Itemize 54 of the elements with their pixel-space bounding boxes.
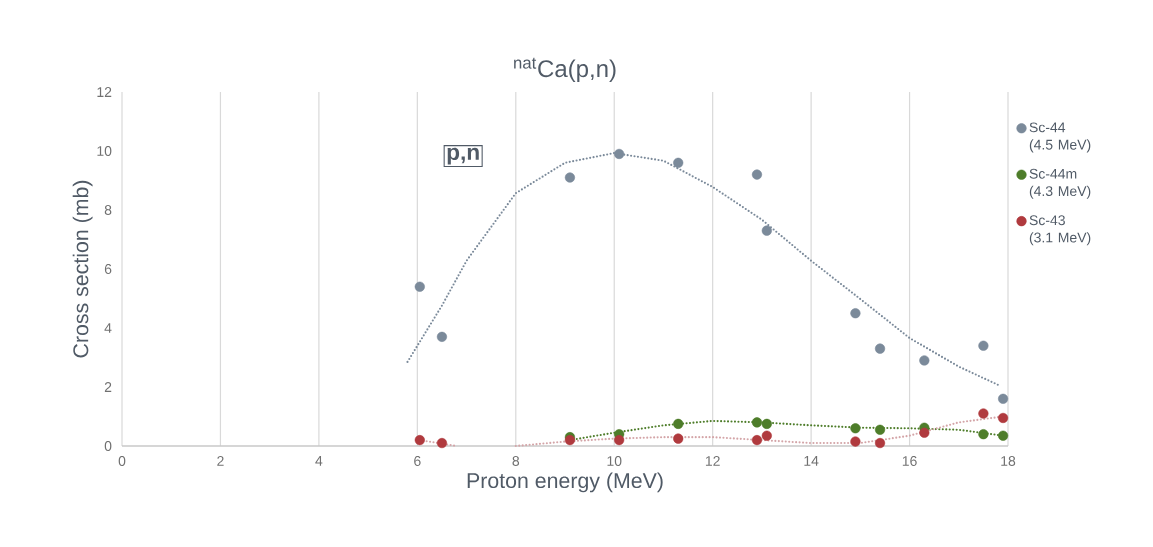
point — [919, 355, 930, 366]
y-tick-label: 4 — [104, 323, 112, 333]
y-axis-title: Cross section (mb) — [72, 180, 93, 358]
point — [978, 340, 989, 351]
point — [436, 331, 448, 342]
x-tick-label: 8 — [512, 456, 520, 466]
y-tick-label: 10 — [97, 146, 112, 156]
point — [874, 343, 886, 354]
point — [874, 437, 886, 449]
legend-label: Sc-44m (4.3 MeV) — [1029, 168, 1091, 199]
x-tick-label: 10 — [607, 456, 622, 466]
x-axis-title: Proton energy (MeV) — [467, 472, 663, 493]
point — [850, 423, 861, 434]
y-tick-label: 0 — [104, 441, 112, 451]
point — [761, 430, 772, 441]
point — [751, 435, 763, 446]
point — [978, 408, 989, 419]
point — [761, 225, 772, 236]
point — [673, 418, 684, 429]
x-tick-label: 4 — [315, 456, 323, 466]
x-tick-label: 0 — [118, 456, 126, 466]
point — [919, 427, 930, 438]
y-tick-label: 12 — [97, 87, 112, 97]
point — [673, 433, 684, 444]
point — [978, 429, 989, 440]
y-tick-label: 6 — [104, 264, 112, 274]
chart-title: $^{nat}$Ca(p,n) — [514, 57, 616, 82]
point — [564, 172, 575, 183]
x-tick-label: 12 — [705, 456, 720, 466]
point — [751, 417, 763, 428]
legend-label: Sc-44 (4.5 MeV) — [1029, 122, 1091, 153]
point — [998, 393, 1009, 404]
point — [998, 412, 1009, 424]
point — [998, 430, 1009, 441]
y-tick-label: 2 — [104, 382, 112, 392]
x-tick-label: 16 — [902, 456, 917, 466]
x-tick-label: 2 — [217, 456, 224, 466]
point — [614, 435, 625, 446]
point — [761, 418, 772, 429]
point — [850, 436, 861, 447]
point — [414, 435, 425, 446]
point — [436, 437, 448, 449]
x-tick-label: 6 — [414, 456, 421, 466]
x-tick-label: 18 — [1001, 456, 1016, 466]
annotation: p,n — [447, 147, 479, 165]
legend-label: Sc-43 (3.1 MeV) — [1029, 215, 1091, 246]
point — [414, 281, 425, 292]
x-tick-label: 14 — [804, 456, 819, 466]
point — [673, 157, 684, 168]
point — [751, 169, 763, 180]
point — [614, 148, 625, 160]
y-tick-label: 8 — [104, 205, 112, 215]
point — [850, 308, 861, 319]
point — [874, 424, 886, 435]
